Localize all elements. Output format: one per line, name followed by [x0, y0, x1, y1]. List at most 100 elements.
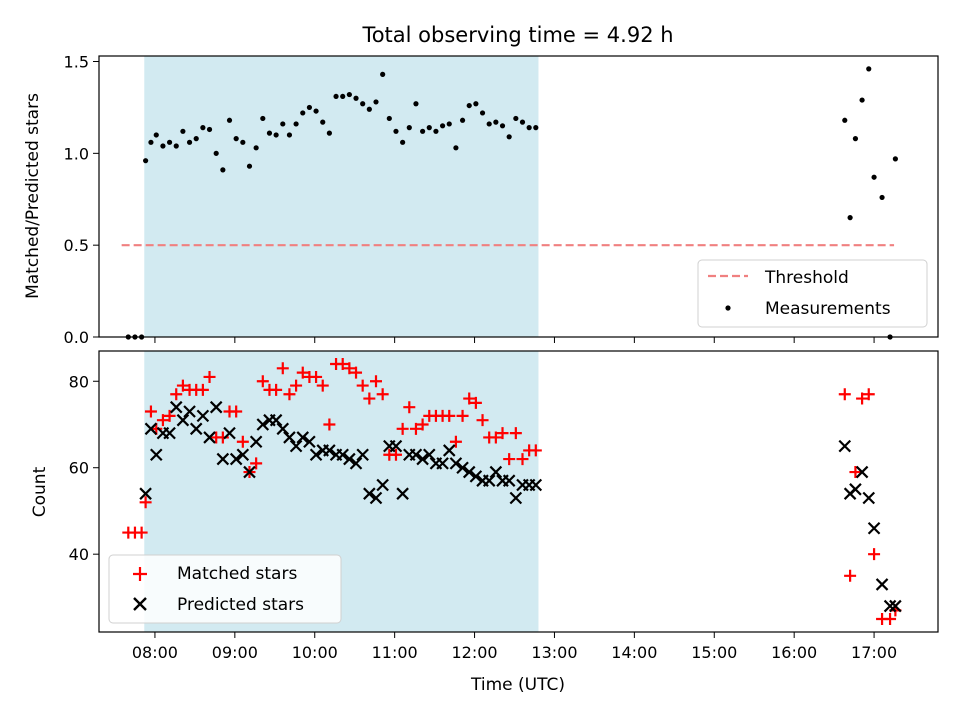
measurement-point [166, 139, 173, 145]
measurement-point [160, 143, 166, 149]
predicted-star-point [442, 444, 456, 457]
matched-star-point [270, 383, 283, 396]
y-tick-label: 0.5 [64, 236, 89, 255]
matched-star-point [868, 548, 881, 561]
predicted-star-point [303, 435, 316, 449]
matched-star-point [856, 392, 869, 405]
matched-star-point [443, 409, 456, 422]
matched-star-point [496, 427, 509, 440]
predicted-star-point [139, 487, 152, 500]
measurement-point [479, 110, 486, 116]
predicted-star-point [183, 405, 196, 418]
matched-star-point [163, 409, 176, 422]
measurement-point [340, 93, 346, 100]
measurement-point [300, 110, 306, 116]
predicted-star-point [396, 487, 409, 500]
measurement-point [499, 123, 506, 129]
matched-star-point [230, 405, 243, 418]
measurement-point [233, 136, 239, 142]
matched-star-point [290, 379, 303, 392]
matched-star-point [216, 431, 229, 444]
measurement-point [306, 104, 313, 111]
predicted-star-point [223, 426, 236, 440]
predicted-star-point [482, 474, 496, 487]
measurement-point [280, 121, 286, 127]
bottom-plot-frame [98, 350, 939, 633]
predicted-star-point [236, 448, 250, 462]
measurement-point [246, 163, 253, 169]
bottom-legend: Matched stars Predicted stars [108, 554, 342, 624]
matched-star-point [256, 375, 269, 388]
measurement-point [879, 194, 885, 201]
predicted-star-point [343, 452, 356, 466]
matched-star-point [363, 392, 376, 405]
matched-star-point [509, 427, 522, 440]
measurement-point [180, 128, 186, 134]
matched-star-point [343, 362, 356, 375]
matched-star-point [250, 457, 263, 470]
measurement-point [847, 215, 853, 221]
measurement-point [333, 93, 339, 100]
y-tick-label: 60 [69, 459, 89, 478]
matched-star-point [323, 418, 336, 431]
x-tick-label: 14:00 [611, 643, 657, 662]
predicted-star-point [449, 457, 463, 470]
predicted-star-point [509, 491, 523, 505]
predicted-star-point [875, 578, 889, 591]
measurement-point [143, 158, 149, 164]
measurement-point [426, 125, 432, 131]
predicted-star-point [489, 465, 503, 479]
matched-star-point [350, 366, 363, 379]
predicted-star-point [256, 418, 270, 431]
predicted-star-point [369, 491, 383, 505]
measurement-point [293, 121, 299, 127]
measurement-point [380, 71, 386, 77]
bottom-y-axis-label: Count [30, 466, 50, 517]
matched-star-point [376, 388, 389, 401]
matched-star-point [396, 422, 409, 435]
measurement-point [420, 128, 426, 134]
predicted-star-point [416, 452, 429, 466]
predicted-star-point [349, 457, 363, 470]
y-tick-label: 1.0 [64, 144, 89, 163]
matched-star-point [203, 370, 216, 383]
measurement-point [513, 115, 519, 122]
predicted-star-point [469, 470, 483, 483]
top-legend: Threshold Measurements [697, 259, 928, 328]
predicted-star-point [169, 400, 183, 414]
legend-threshold-label: Threshold [764, 268, 849, 288]
matched-star-point [862, 388, 875, 401]
matched-star-point [316, 379, 329, 392]
x-tick-label: 11:00 [372, 643, 418, 662]
measurement-point [353, 95, 359, 101]
predicted-star-point [309, 448, 323, 462]
measurement-point [153, 132, 159, 138]
matched-star-point [849, 466, 862, 479]
predicted-star-point [283, 431, 296, 444]
predicted-star-point [363, 487, 376, 500]
predicted-star-point [849, 483, 862, 496]
matched-star-point [135, 526, 148, 539]
predicted-star-point [243, 465, 256, 479]
matched-star-point [476, 414, 489, 427]
x-tick-label: 10:00 [292, 643, 338, 662]
measurement-point [406, 125, 412, 131]
legend-predicted-swatch [133, 597, 147, 611]
measurement-point [320, 119, 326, 125]
measurement-point [439, 123, 446, 129]
measurement-point [400, 139, 406, 145]
measurement-point [346, 91, 352, 98]
measurement-point [186, 139, 193, 145]
measurement-point [220, 167, 226, 173]
measurement-point [871, 174, 877, 180]
measurement-point [526, 125, 532, 131]
predicted-star-point [276, 422, 290, 436]
predicted-star-point [529, 478, 543, 492]
measurement-point [519, 119, 526, 125]
bottom-panel: 40 60 80 08:00 09:00 10:00 11:00 12:00 13:00 14:… [30, 350, 939, 695]
x-axis-label: Time (UTC) [470, 675, 565, 695]
legend-matched-label: Matched stars [177, 564, 297, 584]
matched-star-point [139, 496, 152, 509]
predicted-star-point [289, 439, 303, 453]
matched-star-point [403, 401, 416, 414]
